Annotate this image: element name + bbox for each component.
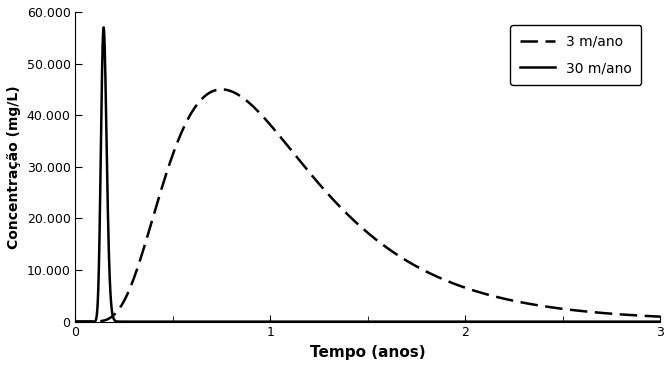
Line: 30 m/ano: 30 m/ano — [75, 28, 660, 321]
Legend: 3 m/ano, 30 m/ano: 3 m/ano, 30 m/ano — [511, 25, 641, 85]
30 m/ano — [71, 319, 79, 324]
30 m/ano — [618, 319, 626, 324]
3 m/ano — [599, 311, 607, 315]
30 m/ano — [476, 319, 484, 324]
3 m/ano — [186, 113, 194, 118]
30 m/ano — [354, 319, 362, 324]
3 m/ano — [217, 87, 225, 92]
X-axis label: Tempo (anos): Tempo (anos) — [310, 345, 425, 360]
3 m/ano — [618, 312, 626, 317]
Y-axis label: Concentração (mg/L): Concentração (mg/L) — [7, 85, 21, 248]
3 m/ano — [71, 319, 79, 324]
Line: 3 m/ano: 3 m/ano — [75, 90, 660, 321]
30 m/ano — [186, 319, 194, 324]
3 m/ano — [476, 290, 484, 295]
30 m/ano — [99, 25, 107, 30]
30 m/ano — [614, 319, 622, 324]
3 m/ano — [614, 312, 622, 316]
30 m/ano — [599, 319, 607, 324]
30 m/ano — [656, 319, 664, 324]
3 m/ano — [656, 315, 664, 319]
3 m/ano — [354, 222, 362, 226]
